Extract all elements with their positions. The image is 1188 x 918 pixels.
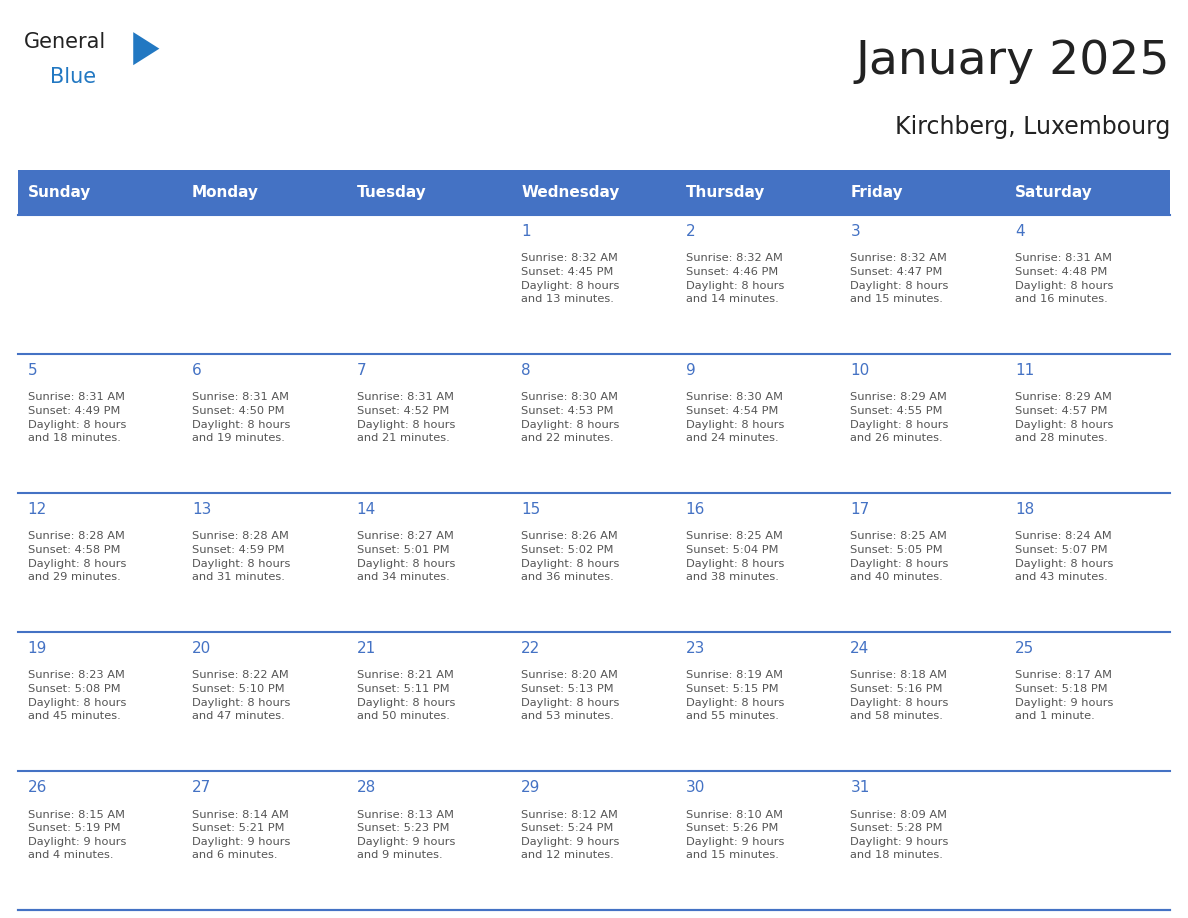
Text: Sunrise: 8:10 AM
Sunset: 5:26 PM
Daylight: 9 hours
and 15 minutes.: Sunrise: 8:10 AM Sunset: 5:26 PM Dayligh…	[685, 810, 784, 860]
Text: Sunrise: 8:19 AM
Sunset: 5:15 PM
Daylight: 8 hours
and 55 minutes.: Sunrise: 8:19 AM Sunset: 5:15 PM Dayligh…	[685, 670, 784, 722]
Text: 30: 30	[685, 780, 706, 795]
Text: 22: 22	[522, 641, 541, 656]
Text: Sunrise: 8:21 AM
Sunset: 5:11 PM
Daylight: 8 hours
and 50 minutes.: Sunrise: 8:21 AM Sunset: 5:11 PM Dayligh…	[356, 670, 455, 722]
Text: January 2025: January 2025	[855, 39, 1170, 84]
Text: Sunrise: 8:31 AM
Sunset: 4:48 PM
Daylight: 8 hours
and 16 minutes.: Sunrise: 8:31 AM Sunset: 4:48 PM Dayligh…	[1015, 253, 1113, 304]
Text: 8: 8	[522, 363, 531, 378]
Bar	[18, 493, 1170, 632]
Text: Wednesday: Wednesday	[522, 185, 620, 200]
Text: 13: 13	[192, 502, 211, 517]
Text: Sunrise: 8:31 AM
Sunset: 4:52 PM
Daylight: 8 hours
and 21 minutes.: Sunrise: 8:31 AM Sunset: 4:52 PM Dayligh…	[356, 392, 455, 443]
Text: Monday: Monday	[192, 185, 259, 200]
Text: Sunrise: 8:29 AM
Sunset: 4:55 PM
Daylight: 8 hours
and 26 minutes.: Sunrise: 8:29 AM Sunset: 4:55 PM Dayligh…	[851, 392, 949, 443]
Bar	[18, 215, 1170, 353]
Text: 26: 26	[27, 780, 46, 795]
Text: Sunrise: 8:32 AM
Sunset: 4:45 PM
Daylight: 8 hours
and 13 minutes.: Sunrise: 8:32 AM Sunset: 4:45 PM Dayligh…	[522, 253, 620, 304]
Text: Sunrise: 8:20 AM
Sunset: 5:13 PM
Daylight: 8 hours
and 53 minutes.: Sunrise: 8:20 AM Sunset: 5:13 PM Dayligh…	[522, 670, 620, 722]
Text: Sunday: Sunday	[27, 185, 90, 200]
Text: Sunrise: 8:09 AM
Sunset: 5:28 PM
Daylight: 9 hours
and 18 minutes.: Sunrise: 8:09 AM Sunset: 5:28 PM Dayligh…	[851, 810, 949, 860]
Text: General: General	[24, 32, 106, 52]
Text: Sunrise: 8:31 AM
Sunset: 4:49 PM
Daylight: 8 hours
and 18 minutes.: Sunrise: 8:31 AM Sunset: 4:49 PM Dayligh…	[27, 392, 126, 443]
Text: 1: 1	[522, 224, 531, 239]
Text: 31: 31	[851, 780, 870, 795]
Text: Friday: Friday	[851, 185, 903, 200]
Text: Sunrise: 8:27 AM
Sunset: 5:01 PM
Daylight: 8 hours
and 34 minutes.: Sunrise: 8:27 AM Sunset: 5:01 PM Dayligh…	[356, 532, 455, 582]
Text: Sunrise: 8:26 AM
Sunset: 5:02 PM
Daylight: 8 hours
and 36 minutes.: Sunrise: 8:26 AM Sunset: 5:02 PM Dayligh…	[522, 532, 620, 582]
Text: 6: 6	[192, 363, 202, 378]
Text: 17: 17	[851, 502, 870, 517]
Text: 27: 27	[192, 780, 211, 795]
Text: Sunrise: 8:15 AM
Sunset: 5:19 PM
Daylight: 9 hours
and 4 minutes.: Sunrise: 8:15 AM Sunset: 5:19 PM Dayligh…	[27, 810, 126, 860]
Text: Sunrise: 8:13 AM
Sunset: 5:23 PM
Daylight: 9 hours
and 9 minutes.: Sunrise: 8:13 AM Sunset: 5:23 PM Dayligh…	[356, 810, 455, 860]
Text: Kirchberg, Luxembourg: Kirchberg, Luxembourg	[895, 115, 1170, 139]
Text: 5: 5	[27, 363, 37, 378]
Text: 4: 4	[1015, 224, 1024, 239]
Text: 25: 25	[1015, 641, 1035, 656]
Text: 21: 21	[356, 641, 375, 656]
Text: Sunrise: 8:17 AM
Sunset: 5:18 PM
Daylight: 9 hours
and 1 minute.: Sunrise: 8:17 AM Sunset: 5:18 PM Dayligh…	[1015, 670, 1113, 722]
Text: 12: 12	[27, 502, 46, 517]
Text: 7: 7	[356, 363, 366, 378]
Text: 16: 16	[685, 502, 706, 517]
Text: Sunrise: 8:30 AM
Sunset: 4:54 PM
Daylight: 8 hours
and 24 minutes.: Sunrise: 8:30 AM Sunset: 4:54 PM Dayligh…	[685, 392, 784, 443]
Text: 20: 20	[192, 641, 211, 656]
Text: Sunrise: 8:22 AM
Sunset: 5:10 PM
Daylight: 8 hours
and 47 minutes.: Sunrise: 8:22 AM Sunset: 5:10 PM Dayligh…	[192, 670, 290, 722]
Text: 24: 24	[851, 641, 870, 656]
Text: Sunrise: 8:14 AM
Sunset: 5:21 PM
Daylight: 9 hours
and 6 minutes.: Sunrise: 8:14 AM Sunset: 5:21 PM Dayligh…	[192, 810, 290, 860]
Polygon shape	[133, 32, 159, 65]
Text: 9: 9	[685, 363, 695, 378]
Text: 23: 23	[685, 641, 706, 656]
Text: Sunrise: 8:32 AM
Sunset: 4:46 PM
Daylight: 8 hours
and 14 minutes.: Sunrise: 8:32 AM Sunset: 4:46 PM Dayligh…	[685, 253, 784, 304]
Text: Sunrise: 8:25 AM
Sunset: 5:05 PM
Daylight: 8 hours
and 40 minutes.: Sunrise: 8:25 AM Sunset: 5:05 PM Dayligh…	[851, 532, 949, 582]
Text: Sunrise: 8:28 AM
Sunset: 4:59 PM
Daylight: 8 hours
and 31 minutes.: Sunrise: 8:28 AM Sunset: 4:59 PM Dayligh…	[192, 532, 290, 582]
Text: 2: 2	[685, 224, 695, 239]
Text: Sunrise: 8:25 AM
Sunset: 5:04 PM
Daylight: 8 hours
and 38 minutes.: Sunrise: 8:25 AM Sunset: 5:04 PM Dayligh…	[685, 532, 784, 582]
Text: 14: 14	[356, 502, 375, 517]
Text: Sunrise: 8:31 AM
Sunset: 4:50 PM
Daylight: 8 hours
and 19 minutes.: Sunrise: 8:31 AM Sunset: 4:50 PM Dayligh…	[192, 392, 290, 443]
Text: Sunrise: 8:18 AM
Sunset: 5:16 PM
Daylight: 8 hours
and 58 minutes.: Sunrise: 8:18 AM Sunset: 5:16 PM Dayligh…	[851, 670, 949, 722]
Text: 11: 11	[1015, 363, 1035, 378]
Text: Sunrise: 8:23 AM
Sunset: 5:08 PM
Daylight: 8 hours
and 45 minutes.: Sunrise: 8:23 AM Sunset: 5:08 PM Dayligh…	[27, 670, 126, 722]
Text: Sunrise: 8:32 AM
Sunset: 4:47 PM
Daylight: 8 hours
and 15 minutes.: Sunrise: 8:32 AM Sunset: 4:47 PM Dayligh…	[851, 253, 949, 304]
Text: 29: 29	[522, 780, 541, 795]
Text: 3: 3	[851, 224, 860, 239]
Text: 28: 28	[356, 780, 375, 795]
Text: 19: 19	[27, 641, 46, 656]
Text: 18: 18	[1015, 502, 1035, 517]
Text: Thursday: Thursday	[685, 185, 765, 200]
Text: Sunrise: 8:29 AM
Sunset: 4:57 PM
Daylight: 8 hours
and 28 minutes.: Sunrise: 8:29 AM Sunset: 4:57 PM Dayligh…	[1015, 392, 1113, 443]
Text: Saturday: Saturday	[1015, 185, 1093, 200]
Text: Sunrise: 8:24 AM
Sunset: 5:07 PM
Daylight: 8 hours
and 43 minutes.: Sunrise: 8:24 AM Sunset: 5:07 PM Dayligh…	[1015, 532, 1113, 582]
Bar	[18, 170, 1170, 215]
Text: 10: 10	[851, 363, 870, 378]
Bar	[18, 353, 1170, 493]
Text: Tuesday: Tuesday	[356, 185, 426, 200]
Text: Blue: Blue	[50, 67, 96, 87]
Bar	[18, 771, 1170, 910]
Text: Sunrise: 8:30 AM
Sunset: 4:53 PM
Daylight: 8 hours
and 22 minutes.: Sunrise: 8:30 AM Sunset: 4:53 PM Dayligh…	[522, 392, 620, 443]
Bar	[18, 632, 1170, 771]
Text: Sunrise: 8:12 AM
Sunset: 5:24 PM
Daylight: 9 hours
and 12 minutes.: Sunrise: 8:12 AM Sunset: 5:24 PM Dayligh…	[522, 810, 620, 860]
Text: 15: 15	[522, 502, 541, 517]
Text: Sunrise: 8:28 AM
Sunset: 4:58 PM
Daylight: 8 hours
and 29 minutes.: Sunrise: 8:28 AM Sunset: 4:58 PM Dayligh…	[27, 532, 126, 582]
